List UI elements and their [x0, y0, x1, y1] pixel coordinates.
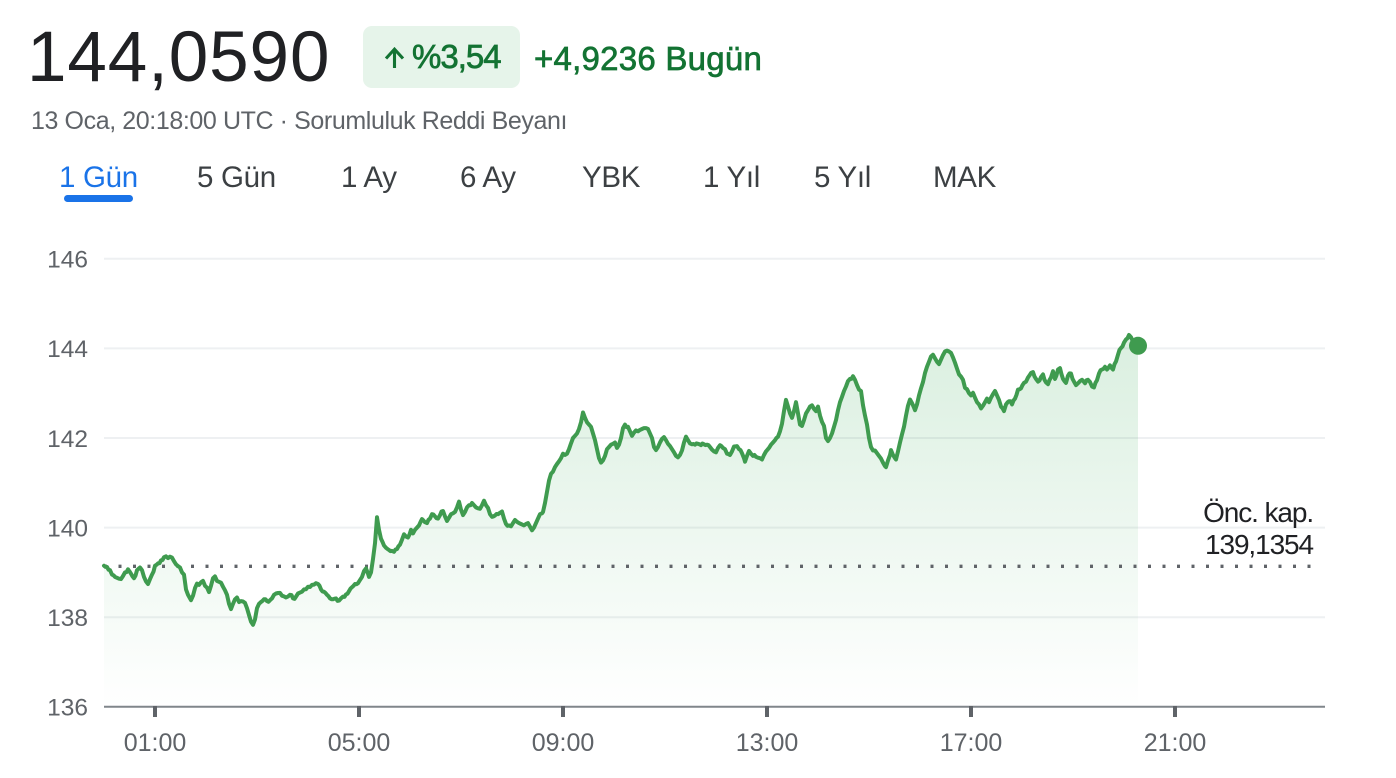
- svg-text:142: 142: [47, 426, 88, 453]
- svg-text:17:00: 17:00: [940, 729, 1003, 757]
- svg-text:21:00: 21:00: [1144, 729, 1207, 757]
- svg-text:13:00: 13:00: [736, 729, 799, 757]
- svg-text:05:00: 05:00: [328, 729, 391, 757]
- svg-text:140: 140: [47, 515, 88, 542]
- svg-text:136: 136: [47, 695, 88, 722]
- svg-text:144: 144: [47, 336, 88, 363]
- svg-text:01:00: 01:00: [124, 729, 187, 757]
- svg-text:Önc. kap.: Önc. kap.: [1203, 497, 1313, 528]
- svg-text:146: 146: [47, 247, 88, 274]
- svg-text:09:00: 09:00: [532, 729, 595, 757]
- svg-text:139,1354: 139,1354: [1205, 529, 1314, 560]
- svg-text:138: 138: [47, 605, 88, 632]
